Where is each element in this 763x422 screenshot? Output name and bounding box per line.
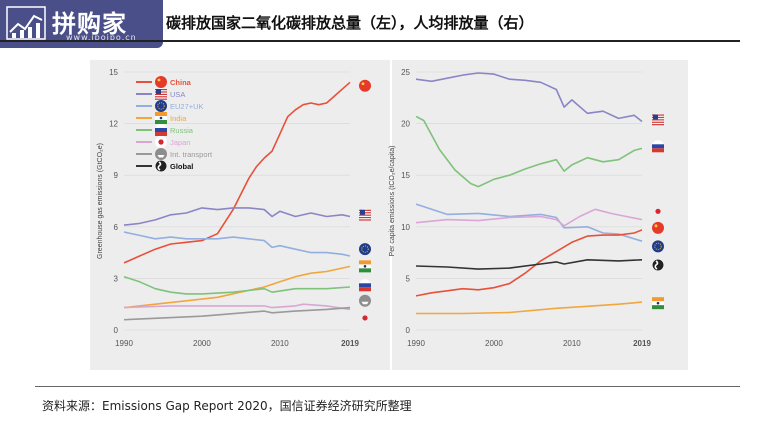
chart-logo-icon — [6, 6, 46, 40]
series-line-china — [415, 229, 643, 297]
x-tick-label: 1990 — [115, 339, 133, 348]
series-line-india — [416, 301, 643, 315]
russia-flag-icon — [155, 124, 167, 136]
y-tick-label: 5 — [406, 274, 411, 283]
usa-flag-icon — [155, 88, 167, 100]
page-title: 碳排放国家二氧化碳排放总量（左），人均排放量（右） — [166, 14, 534, 32]
eu-flag-icon — [155, 100, 167, 112]
eu-flag-icon — [359, 243, 371, 256]
y-tick-label: 0 — [114, 326, 119, 335]
y-tick-label: 9 — [114, 171, 119, 180]
eu-flag-icon — [652, 240, 664, 253]
china-flag-icon — [359, 79, 371, 92]
series-line-japan — [123, 303, 351, 311]
russia-flag-icon — [359, 279, 371, 292]
y-tick-label: 6 — [114, 223, 119, 232]
y-tick-label: 10 — [401, 223, 410, 232]
globe-icon — [652, 258, 664, 271]
legend: China USA EU27+UK India Russia Japan Int. tran… — [136, 76, 213, 172]
legend-label: India — [170, 114, 187, 123]
series-line-china — [123, 81, 351, 264]
series-line-russia — [123, 275, 351, 295]
series-line-usa — [415, 72, 643, 123]
y-axis-title: Greenhouse gas emissions (GtCO₂e) — [97, 143, 104, 259]
x-tick-label: 2000 — [193, 339, 211, 348]
legend-label: Global — [170, 162, 193, 171]
x-tick-label: 2010 — [563, 339, 581, 348]
globe-icon — [155, 160, 167, 172]
japan-marker — [655, 208, 661, 214]
series-line-global — [415, 259, 643, 270]
per-capita-emissions-chart: 0 5 10 15 20 25 1990 2000 2010 2019 Per capita emi… — [389, 68, 664, 348]
x-tick-label: 2019 — [633, 339, 651, 348]
title-divider — [0, 40, 740, 42]
total-emissions-chart: 0 3 6 9 12 15 1990 2000 2010 2019 Greenhouse gas e… — [97, 68, 371, 348]
series-line-eu27-uk — [123, 231, 351, 257]
legend-label: China — [170, 78, 192, 87]
x-tick-label: 1990 — [407, 339, 425, 348]
logo-url: www.ipoipo.cn — [66, 33, 137, 42]
legend-label: EU27+UK — [170, 102, 204, 111]
x-tick-label: 2000 — [485, 339, 503, 348]
y-tick-label: 3 — [114, 274, 119, 283]
india-flag-icon — [155, 112, 167, 124]
ship-icon — [359, 294, 371, 307]
x-tick-label: 2010 — [271, 339, 289, 348]
india-flag-icon — [652, 297, 664, 310]
series-line-japan — [415, 208, 643, 227]
legend-label: Japan — [170, 138, 190, 147]
logo-text: 拼购家 — [52, 10, 127, 38]
russia-flag-icon — [652, 140, 664, 153]
japan-marker — [362, 315, 368, 321]
y-tick-label: 15 — [109, 68, 118, 77]
y-tick-label: 0 — [406, 326, 411, 335]
legend-label: USA — [170, 90, 185, 99]
legend-label: Russia — [170, 126, 194, 135]
legend-label: Int. transport — [170, 150, 213, 159]
series-line-india — [123, 265, 351, 309]
china-flag-icon — [155, 76, 167, 88]
usa-flag-icon — [652, 113, 664, 126]
source-note: 资料来源：Emissions Gap Report 2020，国信证券经济研究所… — [42, 399, 412, 413]
x-tick-label: 2019 — [341, 339, 359, 348]
footer-divider — [35, 386, 740, 387]
y-tick-label: 12 — [109, 120, 118, 129]
ship-icon — [155, 148, 167, 160]
series-line-usa — [123, 207, 351, 226]
series-line-int-transport — [123, 306, 351, 321]
y-tick-label: 20 — [401, 120, 410, 129]
usa-flag-icon — [359, 208, 371, 221]
y-axis-title: Per capita emissions (tCO₂e/capita) — [389, 146, 396, 257]
y-tick-label: 25 — [401, 68, 410, 77]
series-line-eu27-uk — [415, 203, 643, 242]
china-flag-icon — [652, 221, 664, 234]
series-line-russia — [415, 115, 643, 188]
india-flag-icon — [359, 260, 371, 273]
japan-flag-icon — [155, 136, 167, 148]
y-tick-label: 15 — [401, 171, 410, 180]
